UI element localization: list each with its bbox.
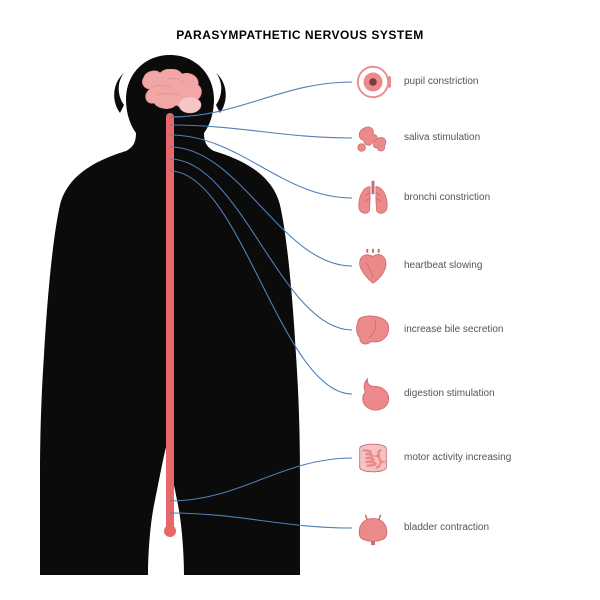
bladder-icon <box>352 507 394 549</box>
lungs-label: bronchi constriction <box>404 177 490 219</box>
diagram-title: PARASYMPATHETIC NERVOUS SYSTEM <box>0 28 600 42</box>
spinal-cord <box>166 113 174 531</box>
intestine-icon <box>352 437 394 479</box>
heart-icon <box>352 245 394 287</box>
liver-label: increase bile secretion <box>404 309 504 351</box>
eye-label: pupil constriction <box>404 61 478 103</box>
diagram-stage: pupil constriction saliva stimulation br… <box>40 55 560 575</box>
eye-icon <box>352 61 394 103</box>
glands-icon <box>352 117 394 159</box>
heart-label: heartbeat slowing <box>404 245 482 287</box>
intestine-label: motor activity increasing <box>404 437 511 479</box>
lungs-icon <box>352 177 394 219</box>
bladder-label: bladder contraction <box>404 507 489 549</box>
liver-icon <box>352 309 394 351</box>
brain-icon <box>138 69 204 117</box>
glands-label: saliva stimulation <box>404 117 480 159</box>
stomach-icon <box>352 373 394 415</box>
stomach-label: digestion stimulation <box>404 373 495 415</box>
